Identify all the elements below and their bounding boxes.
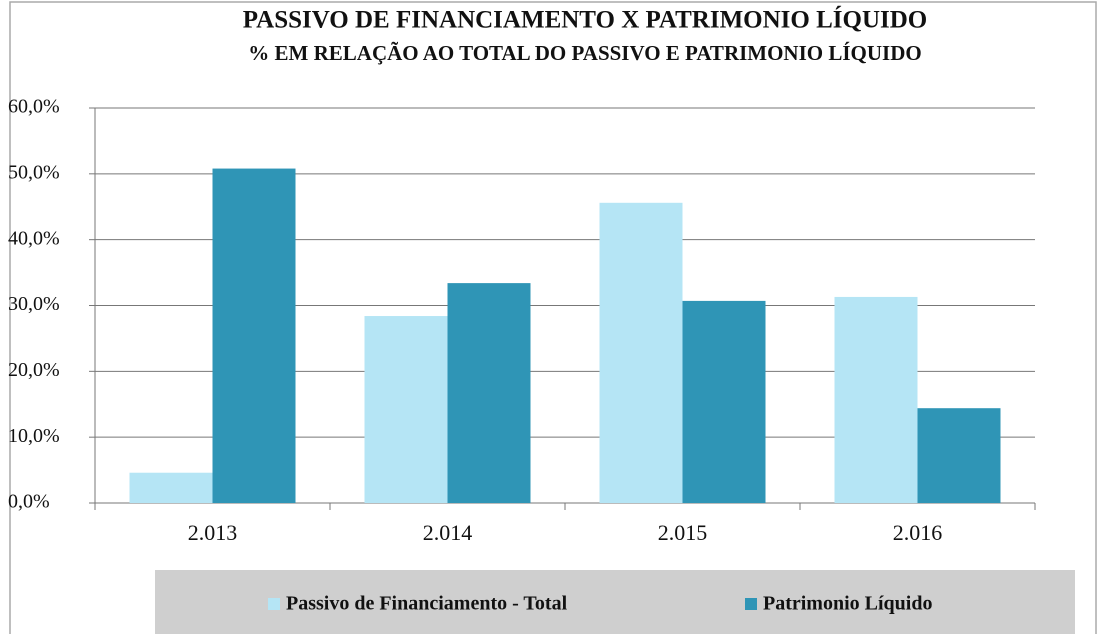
chart-frame [9, 1, 1097, 634]
legend-swatch [268, 598, 280, 610]
legend-label: Patrimonio Líquido [763, 593, 932, 615]
chart-subtitle: % EM RELAÇÃO AO TOTAL DO PASSIVO E PATRI… [248, 41, 921, 65]
legend-swatch [745, 598, 757, 610]
x-tick-label: 2.013 [188, 520, 238, 545]
bar [917, 408, 1001, 503]
y-tick-label: 40,0% [8, 227, 60, 249]
legend-label: Passivo de Financiamento - Total [286, 593, 568, 615]
bar [212, 168, 296, 504]
legend-box [155, 570, 1075, 634]
bar [834, 296, 918, 503]
y-tick-label: 60,0% [8, 96, 60, 118]
x-tick-label: 2.016 [893, 520, 943, 545]
x-tick-label: 2.014 [423, 520, 473, 545]
bar [599, 202, 683, 504]
y-tick-label: 50,0% [8, 161, 60, 183]
bar [447, 283, 531, 503]
x-tick-label: 2.015 [658, 520, 708, 545]
bar [364, 316, 448, 503]
y-tick-label: 20,0% [8, 359, 60, 381]
y-tick-label: 0,0% [8, 491, 50, 513]
y-tick-label: 30,0% [8, 293, 60, 315]
bar [129, 472, 213, 503]
bar [682, 300, 766, 503]
chart-title: PASSIVO DE FINANCIAMENTO X PATRIMONIO LÍ… [243, 6, 928, 34]
y-tick-label: 10,0% [8, 425, 60, 447]
